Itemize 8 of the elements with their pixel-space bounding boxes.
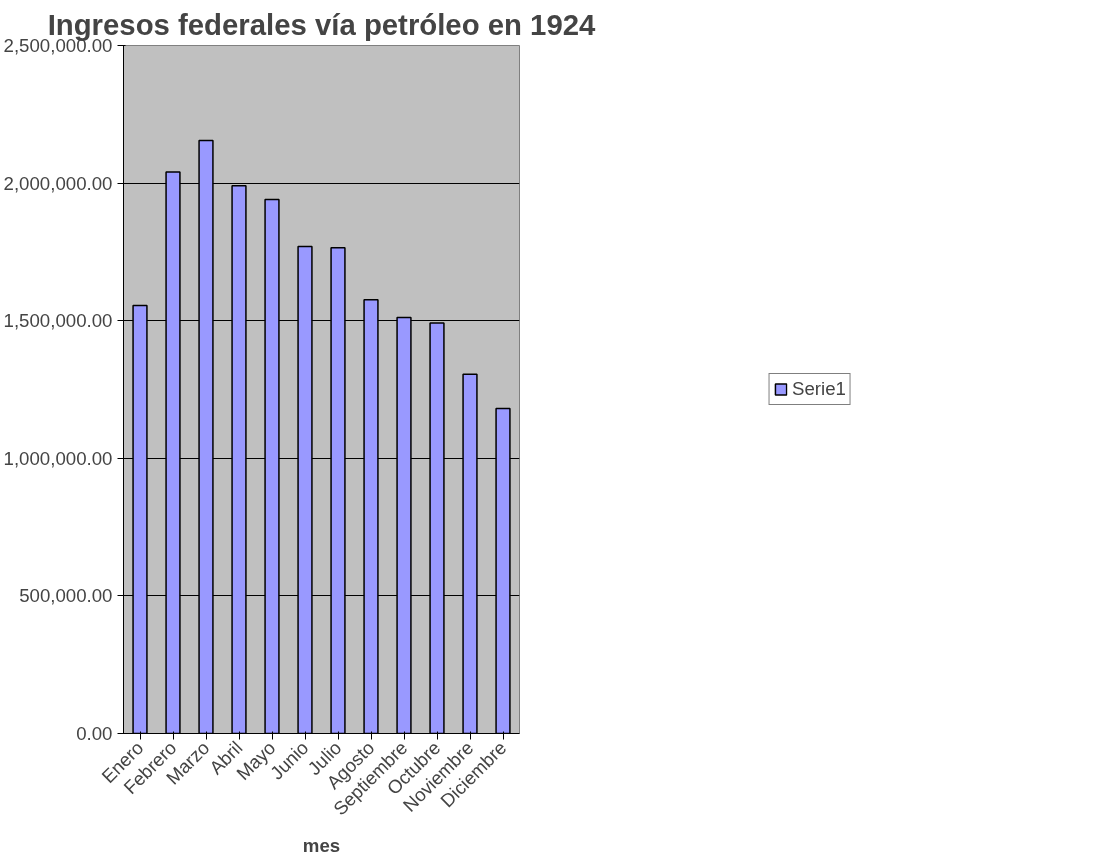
legend-label: Serie1 [792,378,846,400]
y-tick-label: 2,000,000.00 [3,172,113,194]
y-tick-label: 1,500,000.00 [3,310,113,332]
chart-title: Ingresos federales vía petróleo en 1924 [47,7,597,41]
x-axis-title: mes [302,834,341,856]
y-tick-label: 0.00 [76,723,113,744]
y-tick-label: 1,000,000.00 [3,447,113,469]
y-tick-label: 500,000.00 [19,585,113,607]
